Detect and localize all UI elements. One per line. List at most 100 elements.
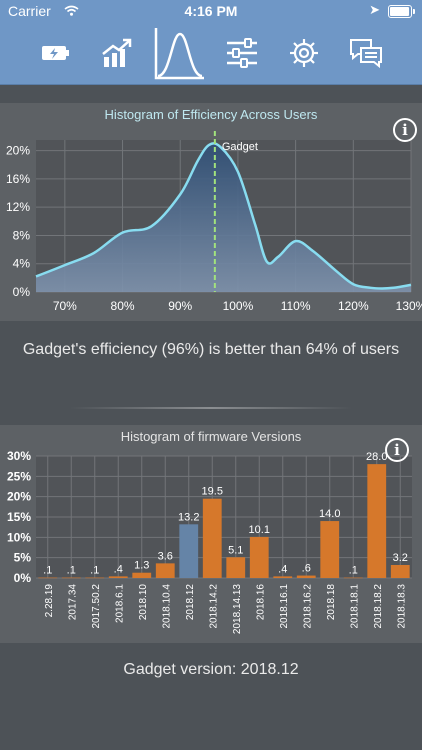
efficiency-x-tick-label: 110%	[281, 299, 311, 313]
tab-growth[interactable]	[89, 22, 145, 84]
firmware-y-tick-label: 0%	[14, 571, 32, 585]
firmware-bar	[61, 577, 81, 579]
firmware-bar-value-label: 13.2	[178, 511, 199, 523]
firmware-bar	[202, 498, 222, 578]
carrier-label: Carrier	[8, 3, 51, 19]
firmware-x-tick-label: 2018.16.2	[302, 584, 313, 629]
tab-gear[interactable]	[276, 22, 332, 84]
efficiency-y-tick-label: 4%	[13, 257, 31, 271]
firmware-bar-value-label: 3.2	[393, 552, 408, 564]
efficiency-summary: Gadget's efficiency (96%) is better than…	[22, 341, 400, 358]
efficiency-series-line	[35, 142, 412, 290]
sliders-icon	[227, 38, 257, 68]
efficiency-x-tick-label: 100%	[223, 299, 254, 313]
firmware-y-tick-label: 15%	[7, 510, 31, 524]
firmware-bar-value-label: 1.3	[134, 560, 149, 572]
firmware-bar	[85, 577, 105, 579]
firmware-x-tick-label: 2018.14.2	[208, 584, 219, 629]
firmware-bar	[38, 577, 58, 579]
firmware-x-tick-label: 2017.50.2	[91, 584, 102, 629]
efficiency-chart: 0% 4% 8% 12% 16% 20% 70% 80% 90% 100% 110% 120% 130%…	[6, 131, 422, 313]
efficiency-y-tick-label: 12%	[6, 200, 30, 214]
firmware-bar	[367, 464, 387, 578]
gadget-marker-label: Gadget	[222, 141, 258, 153]
firmware-bar	[108, 576, 128, 578]
firmware-x-tick-label: 2018.16	[255, 584, 266, 621]
firmware-version-label: Gadget version: 2018.12	[123, 661, 299, 678]
firmware-bar	[132, 572, 152, 578]
firmware-bar-value-label: 28.0	[366, 451, 387, 463]
efficiency-chart-title: Histogram of Efficiency Across Users	[104, 107, 318, 122]
firmware-x-tick-label: 2018.18.1	[349, 584, 360, 629]
firmware-x-tick-label: 2018.10.4	[161, 584, 172, 629]
bottom-area	[0, 700, 422, 750]
firmware-chart: 0% 5% 10% 15% 20% 25% 30% .1 2.28.19 .1 2017.34 .1 2…	[7, 449, 412, 634]
efficiency-y-tick-label: 20%	[6, 144, 30, 158]
firmware-bar-value-label: .6	[302, 563, 311, 575]
firmware-x-tick-label: 2.28.19	[44, 584, 55, 618]
firmware-bar-value-label: 10.1	[249, 524, 270, 536]
efficiency-y-tick-label: 16%	[6, 172, 30, 186]
clock: 4:16 PM	[184, 3, 238, 19]
firmware-bar	[296, 575, 316, 578]
firmware-x-tick-label: 2018.12	[185, 584, 196, 621]
firmware-x-tick-label: 2018.14.13	[232, 584, 243, 634]
efficiency-x-tick-label: 70%	[53, 299, 77, 313]
firmware-bar-value-label: .4	[278, 563, 287, 575]
firmware-bar-value-label: .1	[349, 565, 358, 577]
firmware-bar-value-label: .1	[43, 565, 52, 577]
firmware-x-tick-label: 2018.18.2	[373, 584, 384, 629]
firmware-y-tick-label: 20%	[7, 490, 31, 504]
firmware-y-tick-label: 25%	[7, 469, 31, 483]
firmware-bar	[320, 521, 340, 578]
toolbar	[0, 22, 422, 85]
firmware-bar	[179, 524, 199, 578]
firmware-bar	[226, 557, 246, 578]
firmware-info-button[interactable]: i	[385, 438, 409, 462]
firmware-panel: 0% 5% 10% 15% 20% 25% 30% .1 2.28.19 .1 2017.34 .1 2…	[0, 425, 422, 643]
battery-icon	[388, 5, 415, 18]
efficiency-x-tick-label: 130%	[396, 299, 422, 313]
efficiency-x-tick-label: 80%	[111, 299, 135, 313]
status-bar: Carrier 4:16 PM ➤	[0, 0, 422, 22]
firmware-bar-value-label: 3.6	[158, 550, 173, 562]
efficiency-x-tick-label: 90%	[168, 299, 192, 313]
firmware-x-tick-label: 2018.16.1	[279, 584, 290, 629]
tab-battery[interactable]	[28, 22, 84, 84]
efficiency-panel: 0% 4% 8% 12% 16% 20% 70% 80% 90% 100% 110% 120% 130%…	[0, 103, 422, 321]
firmware-y-tick-label: 30%	[7, 449, 31, 463]
firmware-y-tick-label: 5%	[14, 551, 32, 565]
efficiency-y-tick-label: 8%	[13, 228, 31, 242]
battery-bolt-icon	[42, 46, 69, 60]
wifi-icon	[64, 5, 79, 16]
firmware-bar-value-label: .1	[67, 565, 76, 577]
firmware-x-tick-label: 2017.34	[67, 584, 78, 621]
firmware-bar-value-label: 5.1	[228, 544, 243, 556]
firmware-bar	[249, 536, 269, 578]
firmware-bar	[390, 564, 410, 578]
firmware-bar-value-label: 14.0	[319, 508, 340, 520]
firmware-chart-title: Histogram of firmware Versions	[120, 429, 302, 444]
gear-icon	[290, 39, 318, 67]
efficiency-info-button[interactable]: i	[393, 118, 417, 142]
firmware-bar-value-label: .4	[114, 563, 123, 575]
firmware-y-tick-label: 10%	[7, 530, 31, 544]
divider	[70, 407, 352, 409]
firmware-x-tick-label: 2018.18.3	[396, 584, 407, 629]
firmware-x-tick-label: 2018.18	[326, 584, 337, 621]
firmware-bar	[155, 563, 175, 578]
tab-distribution[interactable]	[151, 22, 207, 84]
firmware-bar-value-label: .1	[90, 565, 99, 577]
firmware-bar	[343, 577, 363, 579]
efficiency-x-tick-label: 120%	[338, 299, 369, 313]
firmware-x-tick-label: 2018.6.1	[114, 584, 125, 623]
firmware-bar-value-label: 19.5	[202, 486, 223, 498]
firmware-bar	[273, 576, 293, 578]
efficiency-y-tick-label: 0%	[13, 285, 31, 299]
location-arrow-icon: ➤	[369, 2, 380, 17]
growth-chart-icon	[102, 38, 132, 67]
bell-curve-icon	[154, 28, 204, 80]
tab-messages[interactable]	[338, 22, 394, 84]
chat-bubbles-icon	[350, 39, 382, 69]
tab-settings-sliders[interactable]	[214, 22, 270, 84]
